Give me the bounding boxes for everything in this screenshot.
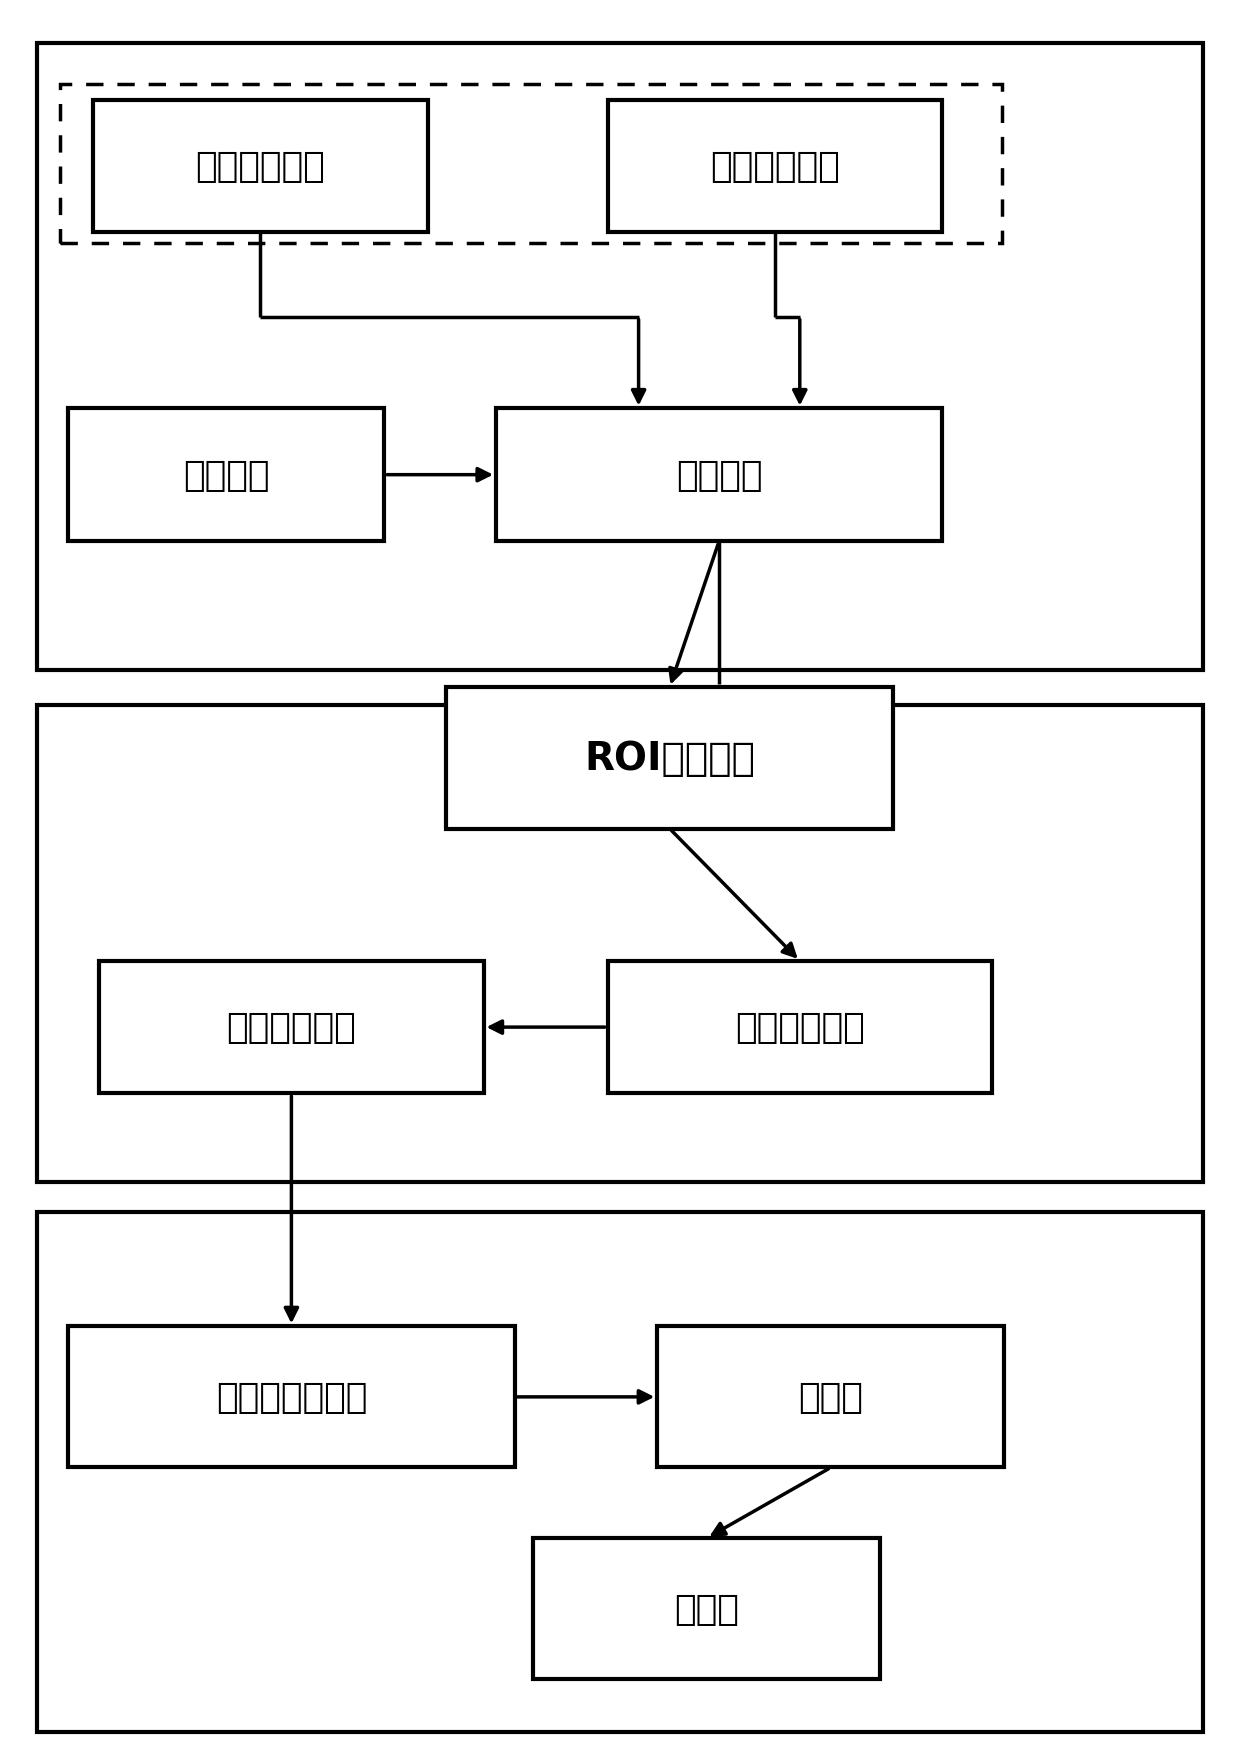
FancyBboxPatch shape [657,1327,1004,1468]
Text: 轮廓提取模块: 轮廓提取模块 [227,1011,356,1044]
FancyBboxPatch shape [68,1327,515,1468]
Text: 运算器: 运算器 [675,1591,739,1626]
FancyBboxPatch shape [496,409,942,542]
FancyBboxPatch shape [608,961,992,1094]
FancyBboxPatch shape [37,44,1203,670]
Text: 边界线检测模块: 边界线检测模块 [216,1379,367,1415]
Text: 滤光装置: 滤光装置 [184,459,269,492]
Text: 软件触发单元: 软件触发单元 [711,150,839,183]
Text: 中值滤波模块: 中值滤波模块 [735,1011,864,1044]
FancyBboxPatch shape [37,706,1203,1182]
Text: ROI设置模块: ROI设置模块 [584,739,755,778]
FancyBboxPatch shape [99,961,484,1094]
FancyBboxPatch shape [446,688,893,829]
FancyBboxPatch shape [37,1212,1203,1732]
FancyBboxPatch shape [608,101,942,233]
Text: 硬件触发单元: 硬件触发单元 [196,150,325,183]
FancyBboxPatch shape [93,101,428,233]
FancyBboxPatch shape [533,1538,880,1679]
Text: 工业相机: 工业相机 [676,459,763,492]
FancyBboxPatch shape [68,409,384,542]
Text: 比较器: 比较器 [799,1379,863,1415]
